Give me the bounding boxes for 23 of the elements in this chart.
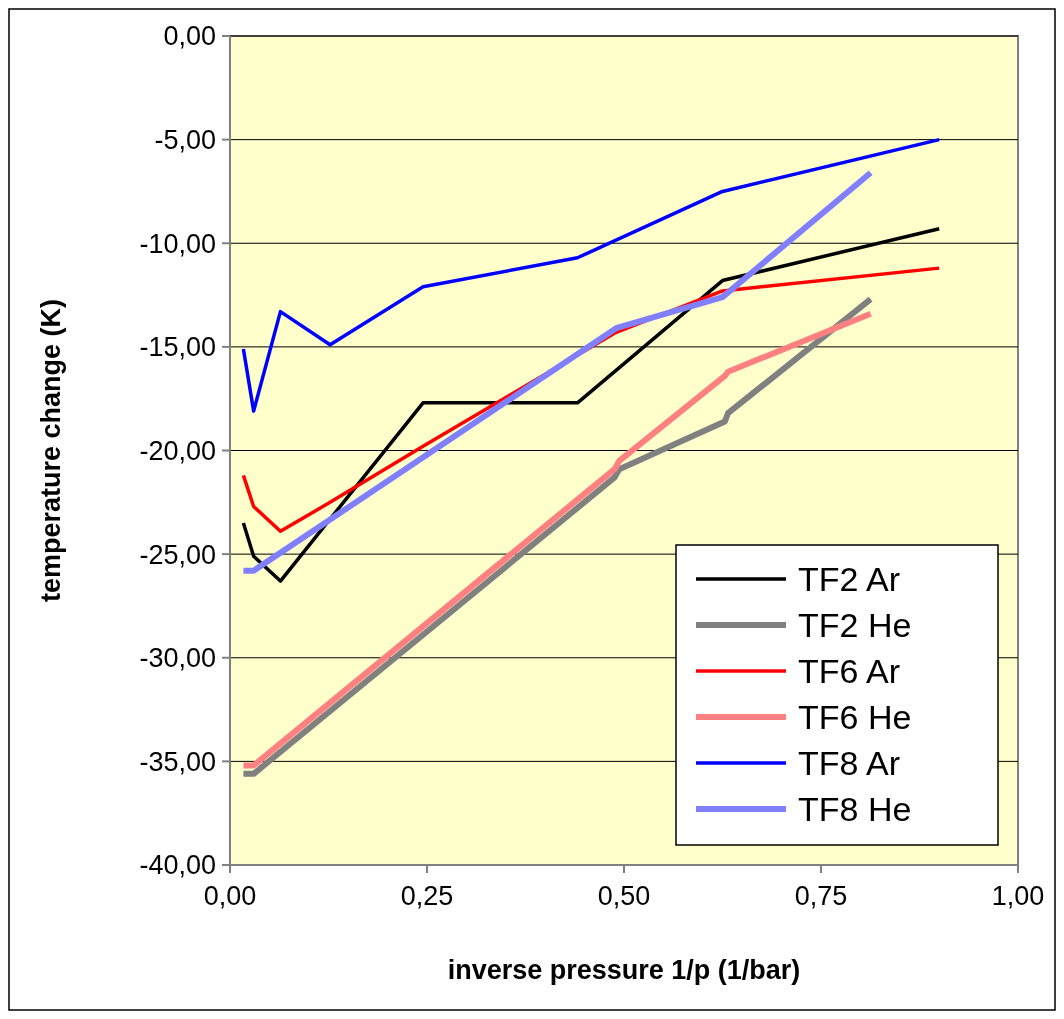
x-tick-label: 0,00 bbox=[203, 881, 257, 911]
legend-label: TF8 Ar bbox=[798, 743, 901, 782]
legend-label: TF6 He bbox=[798, 697, 912, 736]
x-tick-label: 0,75 bbox=[794, 881, 848, 911]
y-tick-label: -20,00 bbox=[139, 435, 216, 466]
y-tick-label: -25,00 bbox=[139, 539, 216, 570]
legend-label: TF6 Ar bbox=[798, 651, 901, 690]
x-tick-label: 1,00 bbox=[991, 881, 1045, 911]
x-axis-title: inverse pressure 1/p (1/bar) bbox=[447, 955, 801, 985]
y-tick-label: -40,00 bbox=[139, 850, 216, 881]
x-tick-label: 0,50 bbox=[597, 881, 651, 911]
y-axis-title: temperature change (K) bbox=[36, 298, 66, 603]
y-tick-label: -35,00 bbox=[139, 746, 216, 777]
line-series bbox=[241, 137, 941, 413]
y-tick-label: -15,00 bbox=[139, 332, 216, 363]
y-tick-label: 0,00 bbox=[163, 21, 216, 52]
x-tick-label: 0,25 bbox=[400, 881, 454, 911]
legend-label: TF2 He bbox=[798, 605, 912, 644]
y-tick-label: -5,00 bbox=[154, 125, 216, 156]
legend-label: TF8 He bbox=[798, 789, 912, 828]
legend-label: TF2 Ar bbox=[798, 559, 901, 598]
y-tick-label: -30,00 bbox=[139, 643, 216, 674]
y-tick-label: -10,00 bbox=[139, 228, 216, 259]
